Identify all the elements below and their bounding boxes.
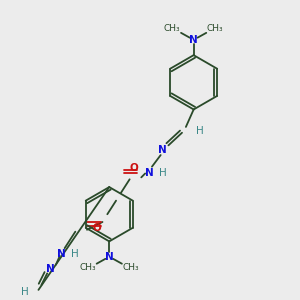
Text: H: H [21,287,29,297]
Text: CH₃: CH₃ [164,25,181,34]
Text: O: O [92,223,101,233]
Text: O: O [129,163,138,173]
Text: N: N [46,263,55,274]
Text: CH₃: CH₃ [80,263,96,272]
Text: CH₃: CH₃ [207,25,223,34]
Text: CH₃: CH₃ [122,263,139,272]
Text: H: H [196,126,203,136]
Text: N: N [189,34,198,45]
Text: N: N [145,167,153,178]
Text: N: N [105,252,114,262]
Text: H: H [159,167,167,178]
Text: N: N [158,145,167,155]
Text: H: H [71,249,79,259]
Text: N: N [57,249,66,259]
